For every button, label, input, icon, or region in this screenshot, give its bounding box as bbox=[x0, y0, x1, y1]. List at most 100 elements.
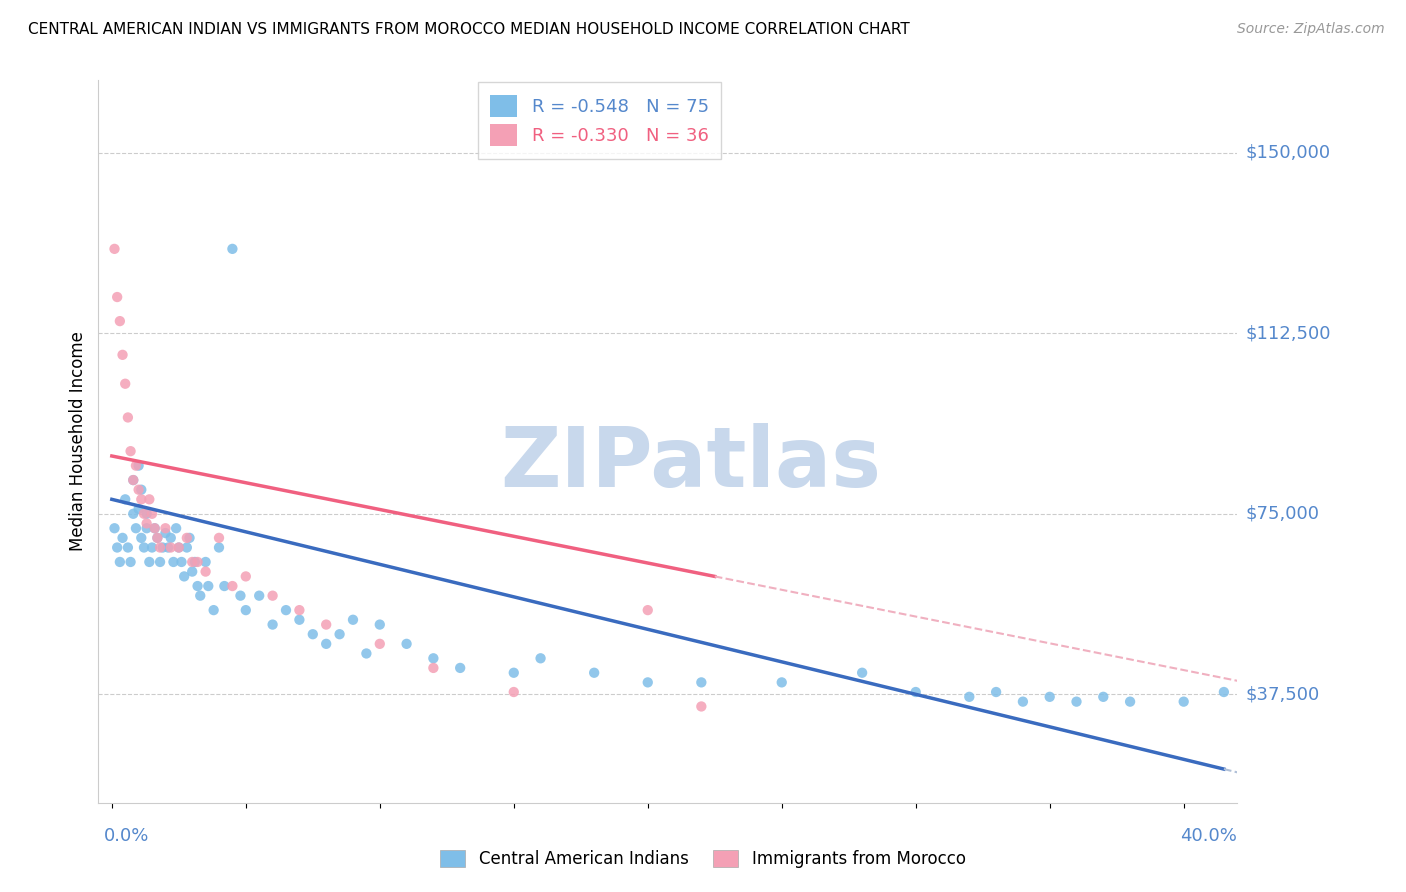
Point bbox=[114, 376, 136, 391]
Point bbox=[502, 685, 524, 699]
Point bbox=[208, 531, 231, 545]
Point bbox=[149, 555, 172, 569]
Point bbox=[125, 458, 148, 473]
Point bbox=[395, 637, 418, 651]
Point bbox=[502, 665, 524, 680]
Point bbox=[187, 579, 209, 593]
Point bbox=[221, 242, 243, 256]
Point bbox=[851, 665, 873, 680]
Point bbox=[904, 685, 927, 699]
Point bbox=[214, 579, 236, 593]
Point bbox=[114, 492, 136, 507]
Point bbox=[194, 565, 217, 579]
Point bbox=[197, 579, 219, 593]
Point bbox=[128, 502, 150, 516]
Point bbox=[984, 685, 1007, 699]
Point bbox=[117, 410, 139, 425]
Point bbox=[274, 603, 297, 617]
Point bbox=[132, 507, 155, 521]
Point bbox=[315, 637, 337, 651]
Point bbox=[1173, 695, 1195, 709]
Text: 0.0%: 0.0% bbox=[104, 827, 149, 845]
Point bbox=[368, 637, 391, 651]
Point bbox=[108, 314, 131, 328]
Point bbox=[135, 521, 157, 535]
Point bbox=[129, 483, 152, 497]
Point bbox=[117, 541, 139, 555]
Point bbox=[122, 473, 145, 487]
Point bbox=[1066, 695, 1088, 709]
Text: $150,000: $150,000 bbox=[1246, 144, 1330, 161]
Point bbox=[1212, 685, 1234, 699]
Text: $112,500: $112,500 bbox=[1246, 324, 1331, 343]
Point bbox=[247, 589, 270, 603]
Point bbox=[105, 541, 128, 555]
Point bbox=[188, 589, 211, 603]
Point bbox=[221, 579, 243, 593]
Point bbox=[529, 651, 551, 665]
Point bbox=[179, 531, 201, 545]
Point bbox=[637, 675, 659, 690]
Point bbox=[125, 521, 148, 535]
Point bbox=[288, 613, 311, 627]
Point bbox=[143, 521, 166, 535]
Point bbox=[449, 661, 471, 675]
Point bbox=[235, 569, 257, 583]
Point bbox=[181, 555, 204, 569]
Point bbox=[129, 492, 152, 507]
Point bbox=[135, 507, 157, 521]
Point bbox=[129, 531, 152, 545]
Point bbox=[194, 555, 217, 569]
Point bbox=[202, 603, 225, 617]
Point bbox=[181, 565, 204, 579]
Point bbox=[103, 242, 125, 256]
Point bbox=[122, 507, 145, 521]
Point bbox=[288, 603, 311, 617]
Point bbox=[176, 541, 198, 555]
Point bbox=[138, 492, 160, 507]
Point bbox=[157, 541, 180, 555]
Point bbox=[187, 555, 209, 569]
Point bbox=[152, 541, 174, 555]
Point bbox=[1012, 695, 1035, 709]
Point bbox=[170, 555, 193, 569]
Point bbox=[105, 290, 128, 304]
Point bbox=[262, 617, 284, 632]
Point bbox=[583, 665, 606, 680]
Point bbox=[128, 458, 150, 473]
Point bbox=[368, 617, 391, 632]
Point bbox=[690, 699, 713, 714]
Point bbox=[235, 603, 257, 617]
Point bbox=[120, 555, 142, 569]
Point bbox=[208, 541, 231, 555]
Point bbox=[184, 555, 207, 569]
Point bbox=[155, 526, 177, 541]
Point bbox=[229, 589, 252, 603]
Point bbox=[155, 521, 177, 535]
Text: Source: ZipAtlas.com: Source: ZipAtlas.com bbox=[1237, 22, 1385, 37]
Point bbox=[356, 647, 378, 661]
Point bbox=[1039, 690, 1062, 704]
Point bbox=[173, 569, 195, 583]
Text: CENTRAL AMERICAN INDIAN VS IMMIGRANTS FROM MOROCCO MEDIAN HOUSEHOLD INCOME CORRE: CENTRAL AMERICAN INDIAN VS IMMIGRANTS FR… bbox=[28, 22, 910, 37]
Point bbox=[422, 651, 444, 665]
Point bbox=[167, 541, 190, 555]
Point bbox=[301, 627, 323, 641]
Point bbox=[149, 541, 172, 555]
Point bbox=[165, 521, 187, 535]
Point bbox=[146, 531, 169, 545]
Point bbox=[132, 541, 155, 555]
Point bbox=[957, 690, 980, 704]
Point bbox=[422, 661, 444, 675]
Point bbox=[159, 541, 181, 555]
Y-axis label: Median Household Income: Median Household Income bbox=[69, 332, 87, 551]
Point bbox=[111, 348, 134, 362]
Point bbox=[122, 473, 145, 487]
Point bbox=[315, 617, 337, 632]
Point bbox=[1119, 695, 1142, 709]
Point bbox=[329, 627, 352, 641]
Point bbox=[103, 521, 125, 535]
Point bbox=[770, 675, 793, 690]
Text: 40.0%: 40.0% bbox=[1181, 827, 1237, 845]
Text: $37,500: $37,500 bbox=[1246, 685, 1320, 704]
